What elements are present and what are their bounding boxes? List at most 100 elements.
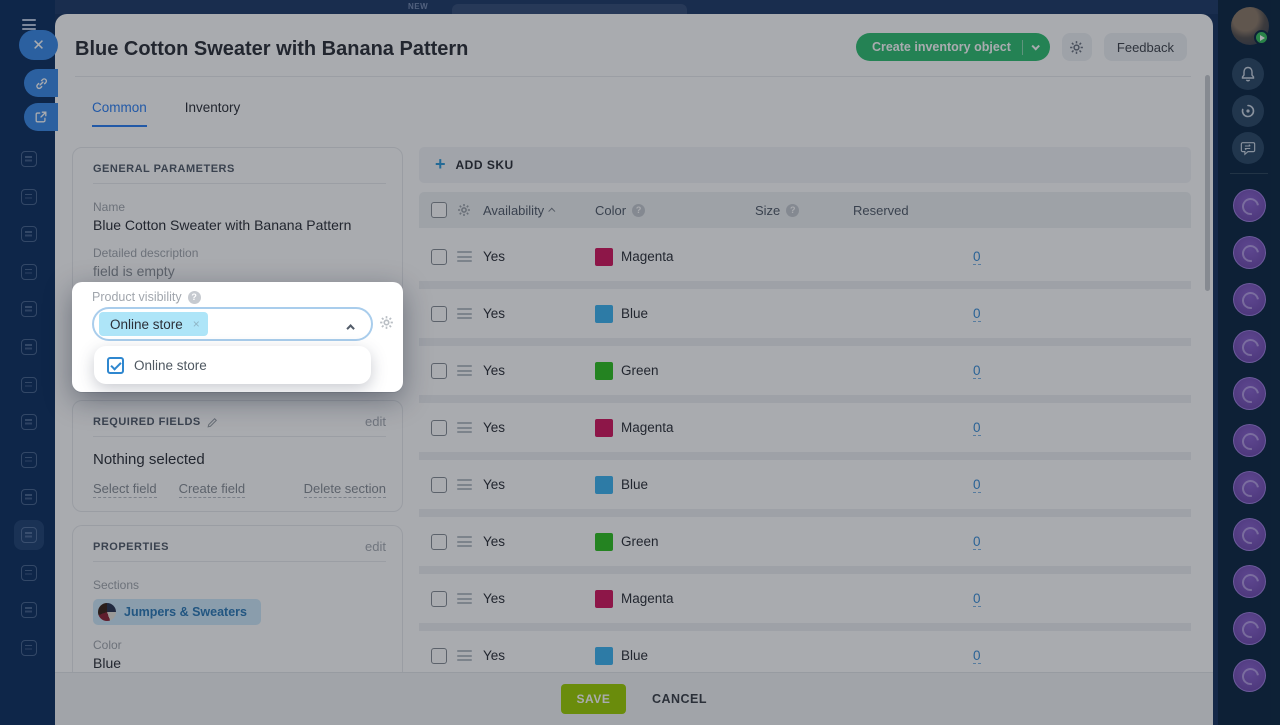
market-app-button[interactable] [1233,471,1266,504]
section-title: REQUIRED FIELDS [93,416,201,428]
market-app-button[interactable] [1233,518,1266,551]
product-visibility-select[interactable]: Online store × [92,307,373,341]
market-app-button[interactable] [1233,330,1266,363]
market-app-button[interactable] [1233,236,1266,269]
drag-handle-icon[interactable] [457,536,472,547]
add-sku-button[interactable]: + ADD SKU [419,147,1191,183]
save-button[interactable]: SAVE [560,684,626,714]
sidebar-item-news[interactable] [14,144,44,174]
market-app-button[interactable] [1233,565,1266,598]
checked-checkbox[interactable] [107,356,124,374]
row-checkbox[interactable] [431,590,447,607]
availability-value: Yes [483,648,506,663]
drag-handle-icon[interactable] [457,422,472,433]
market-app-button[interactable] [1233,612,1266,645]
column-reserved[interactable]: Reserved [853,202,909,218]
menu-icon[interactable] [22,19,36,30]
drag-handle-icon[interactable] [457,365,472,376]
color-value[interactable]: Blue [93,655,122,671]
notifications-button[interactable] [1232,58,1264,90]
sidebar-item-store[interactable] [14,332,44,362]
reserved-link[interactable]: 0 [973,420,981,436]
section-tag[interactable]: Jumpers & Sweaters [93,599,261,625]
column-size[interactable]: Size? [755,203,853,218]
column-availability[interactable]: Availability [483,203,595,218]
scrollbar-thumb[interactable] [1205,75,1210,291]
sidebar-item-schedule[interactable] [14,558,44,588]
reserved-link[interactable]: 0 [973,306,981,322]
product-card-slider: Blue Cotton Sweater with Banana Pattern … [55,14,1213,725]
sidebar-item-calendar[interactable] [14,219,44,249]
sidebar-item-mail[interactable] [14,370,44,400]
reserved-link[interactable]: 0 [973,648,981,664]
name-value[interactable]: Blue Cotton Sweater with Banana Pattern [93,217,352,233]
copilot-button[interactable] [1232,95,1264,127]
grid-settings-icon[interactable] [457,203,483,217]
sections-label: Sections [93,578,140,592]
edit-link[interactable]: edit [365,539,386,554]
drag-handle-icon[interactable] [457,479,472,490]
drag-handle-icon[interactable] [457,308,472,319]
help-icon[interactable]: ? [187,290,201,304]
drag-handle-icon[interactable] [457,650,472,661]
reserved-link[interactable]: 0 [973,249,981,265]
help-icon[interactable]: ? [786,203,800,217]
color-swatch [595,475,613,494]
sidebar-item-crm[interactable] [14,520,44,550]
sidebar-item-warehouse[interactable] [14,595,44,625]
sidebar-item-documents[interactable] [14,257,44,287]
section-title: PROPERTIES [93,541,169,553]
tab-inventory[interactable]: Inventory [184,100,241,115]
tab-common[interactable]: Common [92,100,147,127]
market-app-button[interactable] [1233,659,1266,692]
row-checkbox[interactable] [431,476,447,493]
sidebar-item-tasks[interactable] [14,445,44,475]
sidebar-item-employees[interactable] [14,407,44,437]
close-slider-button[interactable]: ✕ [19,30,58,60]
select-field-link[interactable]: Select field [93,481,157,498]
row-checkbox[interactable] [431,362,447,379]
conversations-button[interactable] [1232,132,1264,164]
sidebar-item-profile[interactable] [14,633,44,663]
description-value[interactable]: field is empty [93,263,175,279]
copy-link-button[interactable] [24,69,58,97]
create-inventory-object-button[interactable]: Create inventory object [855,33,1050,61]
help-icon[interactable]: ? [632,203,646,217]
row-checkbox[interactable] [431,419,447,436]
reserved-link[interactable]: 0 [973,363,981,379]
settings-button[interactable] [1061,33,1092,61]
market-app-button[interactable] [1233,424,1266,457]
row-checkbox[interactable] [431,647,447,664]
cancel-button[interactable]: CANCEL [651,692,708,706]
drag-handle-icon[interactable] [457,593,472,604]
sidebar-item-messenger[interactable] [14,482,44,512]
select-all-checkbox[interactable] [431,202,447,218]
market-app-button[interactable] [1233,189,1266,222]
market-app-button[interactable] [1233,283,1266,316]
feedback-button[interactable]: Feedback [1103,33,1187,61]
copilot-swirl-icon [1241,104,1255,118]
availability-value: Yes [483,477,506,492]
edit-link[interactable]: edit [365,414,386,429]
row-checkbox[interactable] [431,305,447,322]
remove-tag-icon[interactable]: × [192,317,200,331]
sidebar-item-sites[interactable] [14,294,44,324]
create-field-link[interactable]: Create field [178,481,246,498]
field-settings-gear-icon[interactable] [379,315,394,335]
reserved-link[interactable]: 0 [973,591,981,607]
market-app-button[interactable] [1233,377,1266,410]
availability-value: Yes [483,420,506,435]
reserved-link[interactable]: 0 [973,477,981,493]
status-play-icon[interactable] [1254,30,1269,45]
open-in-new-window-button[interactable] [24,103,58,131]
row-checkbox[interactable] [431,533,447,550]
drag-handle-icon[interactable] [457,251,472,262]
reserved-link[interactable]: 0 [973,534,981,550]
sidebar-item-automation[interactable] [14,182,44,212]
visibility-dropdown-option[interactable]: Online store [94,346,371,384]
required-fields-panel: REQUIRED FIELDS edit Nothing selected Se… [72,400,403,512]
column-color[interactable]: Color? [595,203,755,218]
delete-section-link[interactable]: Delete section [303,481,386,498]
top-search-input[interactable] [452,4,687,14]
row-checkbox[interactable] [431,248,447,265]
